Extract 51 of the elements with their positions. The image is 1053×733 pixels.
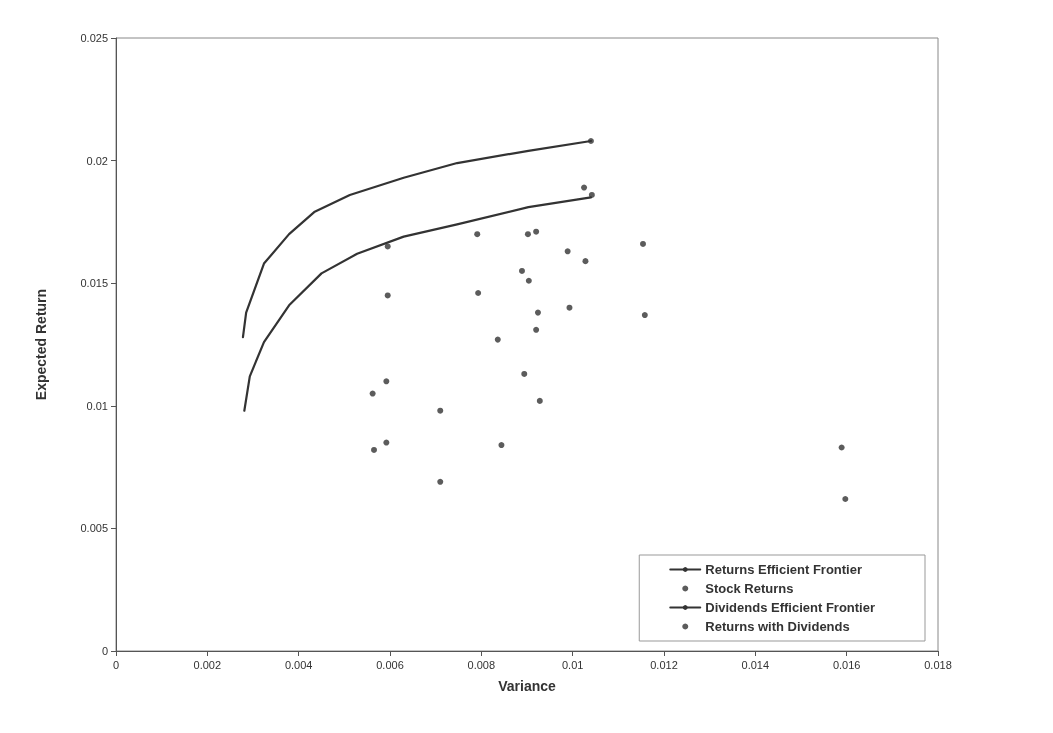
point [536, 397, 543, 404]
x-tick-label: 0 [112, 658, 120, 671]
point [371, 446, 378, 453]
point [588, 191, 595, 198]
point [525, 277, 532, 284]
point [641, 312, 648, 319]
legend-label: Dividends Efficient Frontier [705, 600, 876, 615]
y-tick-label: 0.025 [80, 32, 108, 44]
point [518, 267, 525, 274]
y-tick-label: 0.005 [80, 522, 108, 535]
point [524, 231, 531, 238]
x-tick-label: 0.008 [467, 658, 496, 671]
x-tick-label: 0.016 [832, 658, 861, 671]
point [842, 495, 849, 502]
point [640, 240, 646, 247]
x-tick-label: 0.006 [376, 658, 404, 671]
x-tick-label: 0.004 [284, 658, 313, 671]
point [498, 442, 505, 449]
y-tick-label: 0.015 [80, 277, 108, 290]
y-axis-title: Expected Return [33, 288, 49, 401]
y-tick-label: 0 [101, 645, 108, 657]
point [383, 439, 390, 446]
y-tick-label: 0.01 [86, 399, 108, 412]
point [494, 336, 501, 343]
x-axis-title: Variance [498, 678, 557, 694]
point [369, 390, 376, 397]
point [474, 231, 481, 238]
x-tick-label: 0.018 [924, 658, 952, 671]
point [437, 407, 444, 414]
point [533, 326, 540, 333]
x-tick-label: 0.002 [193, 658, 222, 671]
point [566, 304, 573, 311]
point [384, 243, 391, 250]
point [475, 290, 482, 297]
point [534, 309, 541, 316]
point [582, 258, 589, 265]
x-tick-label: 0.014 [741, 658, 770, 671]
point [383, 378, 390, 385]
legend-label: Returns with Dividends [705, 619, 850, 634]
point [564, 248, 571, 255]
x-tick-label: 0.01 [561, 658, 584, 671]
point [521, 370, 528, 377]
legend-label: Returns Efficient Frontier [705, 562, 863, 577]
y-tick-label: 0.02 [86, 154, 108, 167]
point [437, 478, 444, 485]
legend-label: Stock Returns [705, 581, 794, 596]
point [587, 137, 594, 144]
x-tick-label: 0.012 [650, 658, 678, 671]
point [581, 184, 588, 191]
point [533, 228, 540, 235]
point [838, 444, 845, 451]
